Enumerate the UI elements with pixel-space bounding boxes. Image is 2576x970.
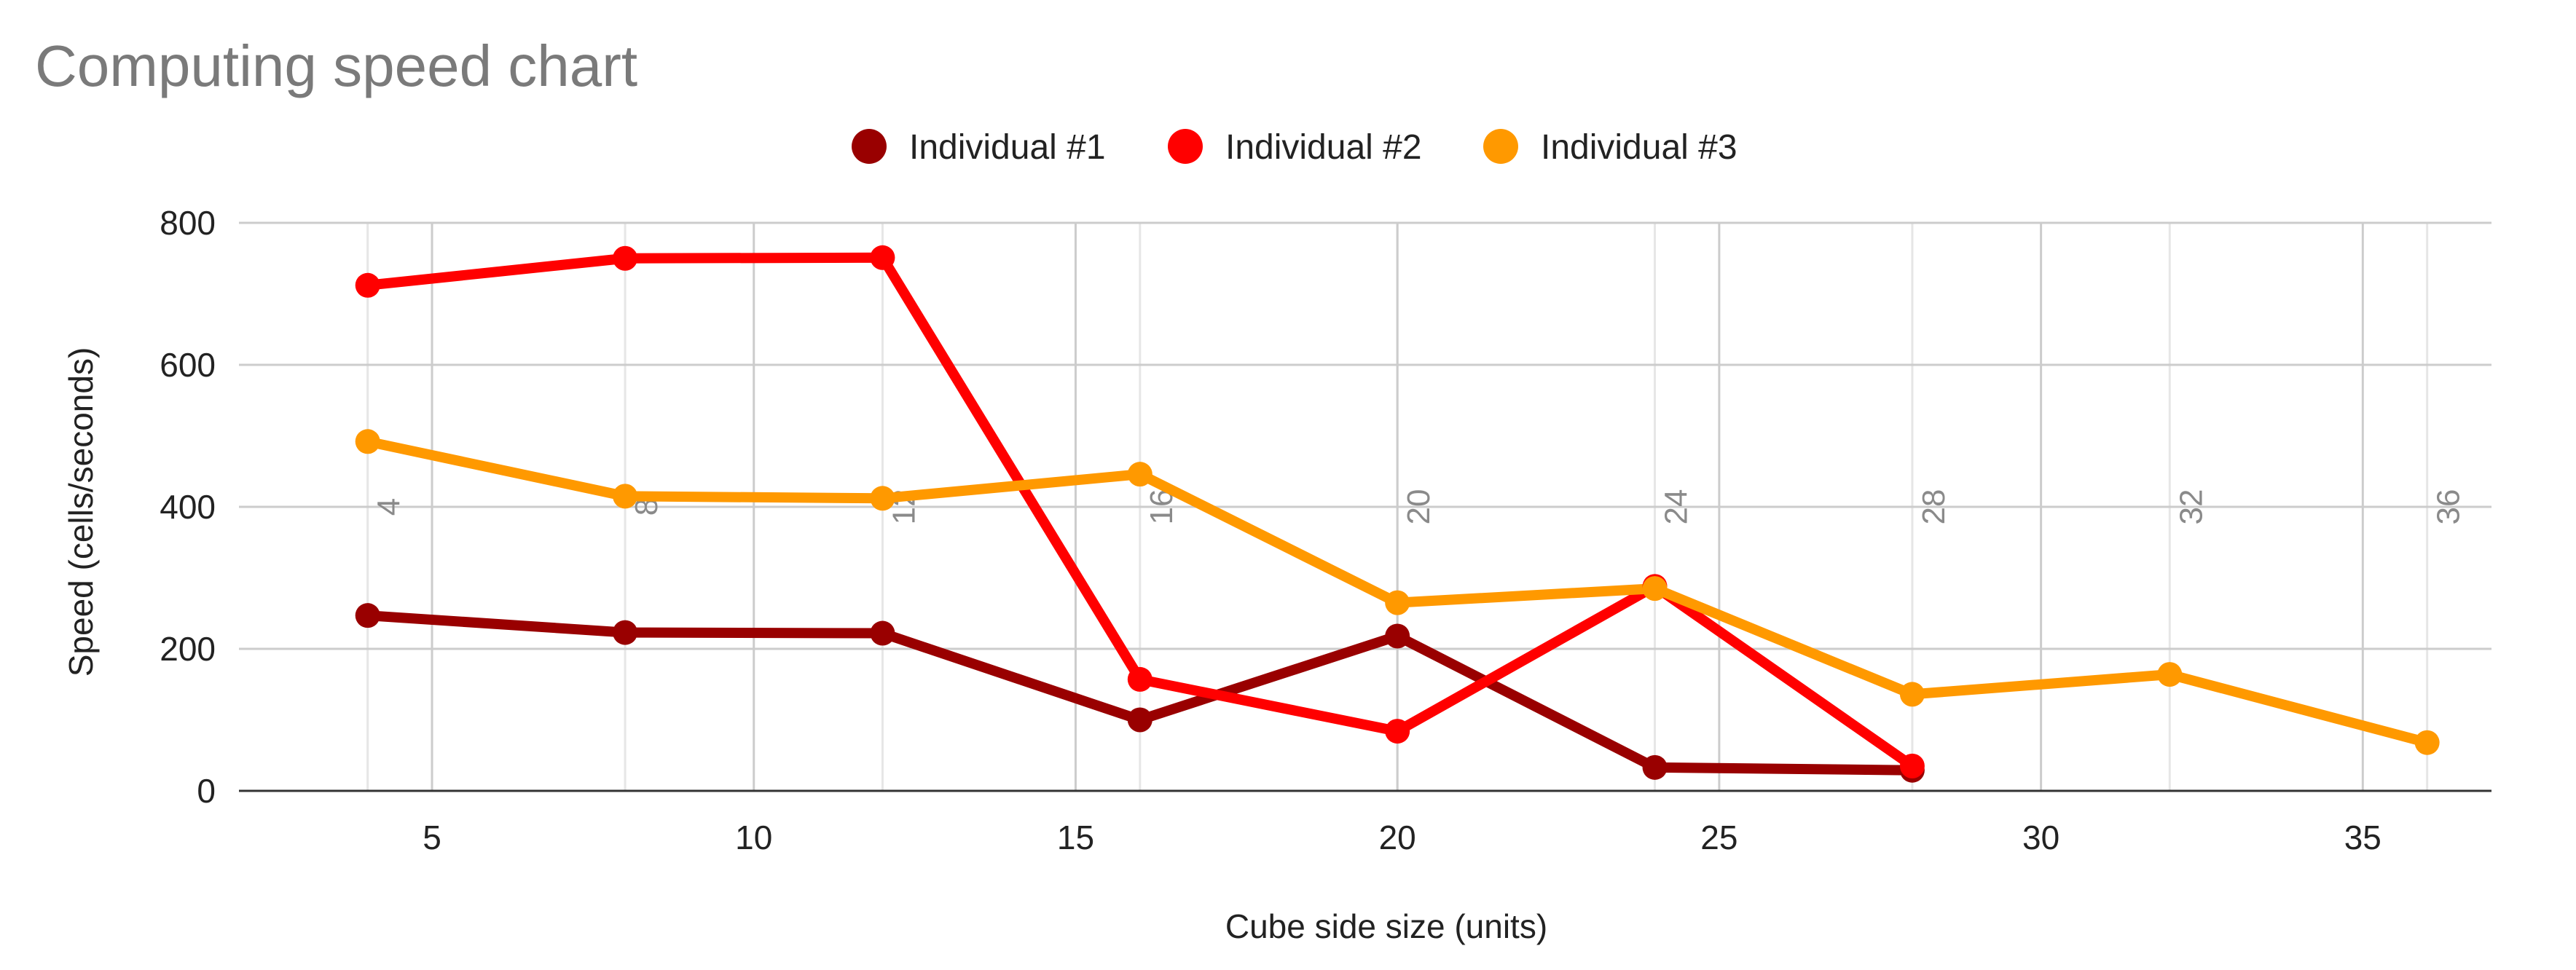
series-points bbox=[355, 245, 2440, 783]
data-point-series-3-x-20 bbox=[1385, 590, 1410, 615]
major-gridlines bbox=[239, 221, 2491, 791]
legend-swatch-1 bbox=[852, 129, 887, 164]
y-tick-label-0: 0 bbox=[197, 772, 216, 810]
y-tick-label-800: 800 bbox=[160, 204, 216, 242]
data-point-series-1-x-20 bbox=[1385, 623, 1410, 649]
x-axis-ticks: 5 10 15 20 25 30 35 bbox=[423, 819, 2381, 856]
x-tick-label-30: 30 bbox=[2022, 819, 2059, 856]
data-point-series-2-x-4 bbox=[355, 272, 380, 298]
legend-item-1[interactable]: Individual #1 bbox=[852, 128, 1106, 167]
data-point-series-3-x-28 bbox=[1899, 682, 1925, 707]
category-annotation-28: 28 bbox=[1916, 489, 1952, 525]
data-point-series-1-x-12 bbox=[870, 620, 895, 646]
legend-swatch-3 bbox=[1483, 129, 1518, 164]
category-annotation-24: 24 bbox=[1659, 489, 1695, 525]
x-tick-label-25: 25 bbox=[1700, 819, 1737, 856]
legend-label-2: Individual #2 bbox=[1225, 128, 1422, 167]
category-annotation-32: 32 bbox=[2173, 489, 2209, 525]
category-annotations: 4 8 12 16 20 24 28 32 36 bbox=[372, 489, 2467, 525]
legend-label-1: Individual #1 bbox=[909, 128, 1106, 167]
chart-title: Computing speed chart bbox=[35, 33, 637, 98]
data-point-series-1-x-4 bbox=[355, 603, 380, 628]
chart-legend: Individual #1 Individual #2 Individual #… bbox=[852, 128, 1737, 167]
y-tick-label-600: 600 bbox=[160, 346, 216, 384]
data-point-series-3-x-12 bbox=[870, 486, 895, 511]
x-tick-label-35: 35 bbox=[2344, 819, 2381, 856]
data-point-series-2-x-12 bbox=[870, 245, 895, 270]
x-tick-label-5: 5 bbox=[423, 819, 441, 856]
data-point-series-3-x-16 bbox=[1127, 462, 1152, 487]
data-point-series-2-x-8 bbox=[613, 245, 638, 271]
data-point-series-3-x-4 bbox=[355, 429, 380, 454]
legend-item-2[interactable]: Individual #2 bbox=[1168, 128, 1422, 167]
data-point-series-2-x-16 bbox=[1127, 666, 1152, 692]
category-annotation-20: 20 bbox=[1401, 489, 1437, 525]
category-annotation-4: 4 bbox=[372, 498, 407, 516]
data-point-series-1-x-24 bbox=[1642, 754, 1668, 780]
x-tick-label-15: 15 bbox=[1057, 819, 1094, 856]
data-point-series-2-x-28 bbox=[1899, 753, 1925, 778]
y-axis-ticks: 0 200 400 600 800 bbox=[160, 204, 216, 810]
legend-item-3[interactable]: Individual #3 bbox=[1483, 128, 1737, 167]
category-annotation-36: 36 bbox=[2431, 489, 2467, 525]
y-tick-label-400: 400 bbox=[160, 488, 216, 526]
x-tick-label-10: 10 bbox=[735, 819, 772, 856]
data-point-series-3-x-36 bbox=[2414, 730, 2440, 755]
data-point-series-1-x-8 bbox=[613, 620, 638, 645]
data-point-series-3-x-8 bbox=[613, 484, 638, 509]
data-point-series-3-x-32 bbox=[2157, 662, 2183, 687]
data-point-series-2-x-20 bbox=[1385, 719, 1410, 744]
legend-label-3: Individual #3 bbox=[1541, 128, 1737, 167]
x-tick-label-20: 20 bbox=[1379, 819, 1416, 856]
y-axis-label: Speed (cells/seconds) bbox=[62, 347, 100, 677]
x-axis-label: Cube side size (units) bbox=[1225, 907, 1547, 945]
data-point-series-3-x-24 bbox=[1642, 576, 1668, 602]
y-tick-label-200: 200 bbox=[160, 630, 216, 668]
legend-swatch-2 bbox=[1168, 129, 1203, 164]
data-point-series-1-x-16 bbox=[1127, 707, 1152, 733]
